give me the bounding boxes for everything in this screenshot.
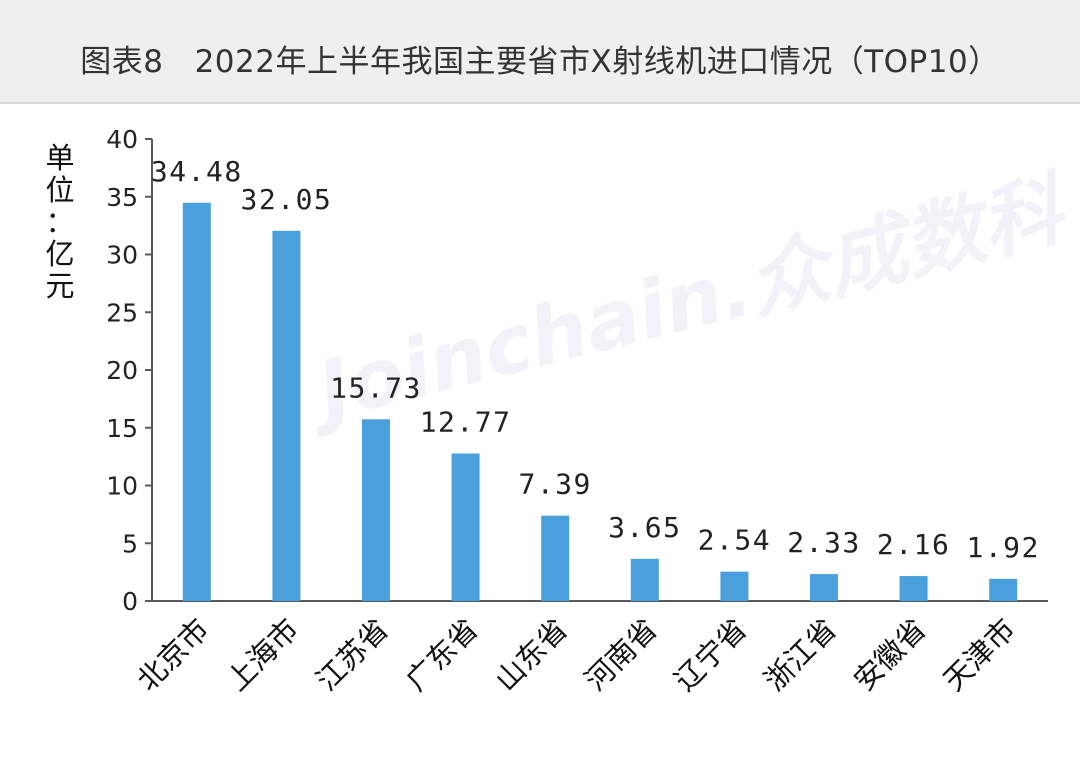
data-label: 32.05 (241, 183, 333, 216)
data-label: 12.77 (420, 406, 512, 439)
data-label: 7.39 (518, 468, 591, 501)
x-tick-label: 河南省 (578, 612, 664, 698)
bar (810, 574, 838, 601)
x-tick-label: 上海市 (220, 612, 306, 698)
data-label: 3.65 (608, 511, 681, 544)
bar (541, 515, 570, 601)
x-tick-label: 江苏省 (309, 612, 395, 698)
x-tick-label: 天津市 (937, 612, 1023, 698)
title-divider (0, 102, 1080, 104)
bar (989, 578, 1018, 601)
bar (720, 571, 749, 601)
data-label: 2.33 (787, 526, 860, 559)
data-label: 15.73 (330, 371, 422, 404)
x-tick-label: 安徽省 (847, 612, 933, 698)
title-bar: 图表8 2022年上半年我国主要省市X射线机进口情况（TOP10） (0, 0, 1080, 102)
y-tick-label: 30 (106, 241, 138, 270)
bar (451, 453, 480, 601)
x-tick-label: 北京市 (130, 612, 216, 698)
bar (630, 558, 659, 601)
y-axis-unit-label: 单位：亿元 (45, 141, 75, 303)
bar (362, 419, 390, 601)
data-label: 2.16 (877, 528, 950, 561)
x-tick-label: 山东省 (489, 612, 575, 698)
x-tick-label: 广东省 (399, 612, 485, 698)
x-tick-label: 辽宁省 (668, 612, 754, 698)
data-label: 1.92 (966, 531, 1039, 564)
chart-title: 图表8 2022年上半年我国主要省市X射线机进口情况（TOP10） (80, 44, 1000, 80)
bar (182, 202, 211, 602)
y-tick-label: 15 (106, 414, 138, 443)
y-tick-label: 35 (106, 183, 138, 212)
y-tick-label: 5 (122, 529, 138, 558)
y-tick-label: 0 (122, 587, 138, 616)
bar (899, 576, 928, 601)
y-tick-label: 25 (106, 298, 138, 327)
bar (272, 230, 301, 601)
x-tick-label: 浙江省 (757, 612, 843, 698)
y-tick-label: 10 (106, 472, 138, 501)
data-label: 34.48 (151, 155, 243, 188)
y-tick-label: 40 (106, 125, 138, 154)
data-label: 2.54 (698, 524, 771, 557)
y-tick-label: 20 (106, 356, 138, 385)
